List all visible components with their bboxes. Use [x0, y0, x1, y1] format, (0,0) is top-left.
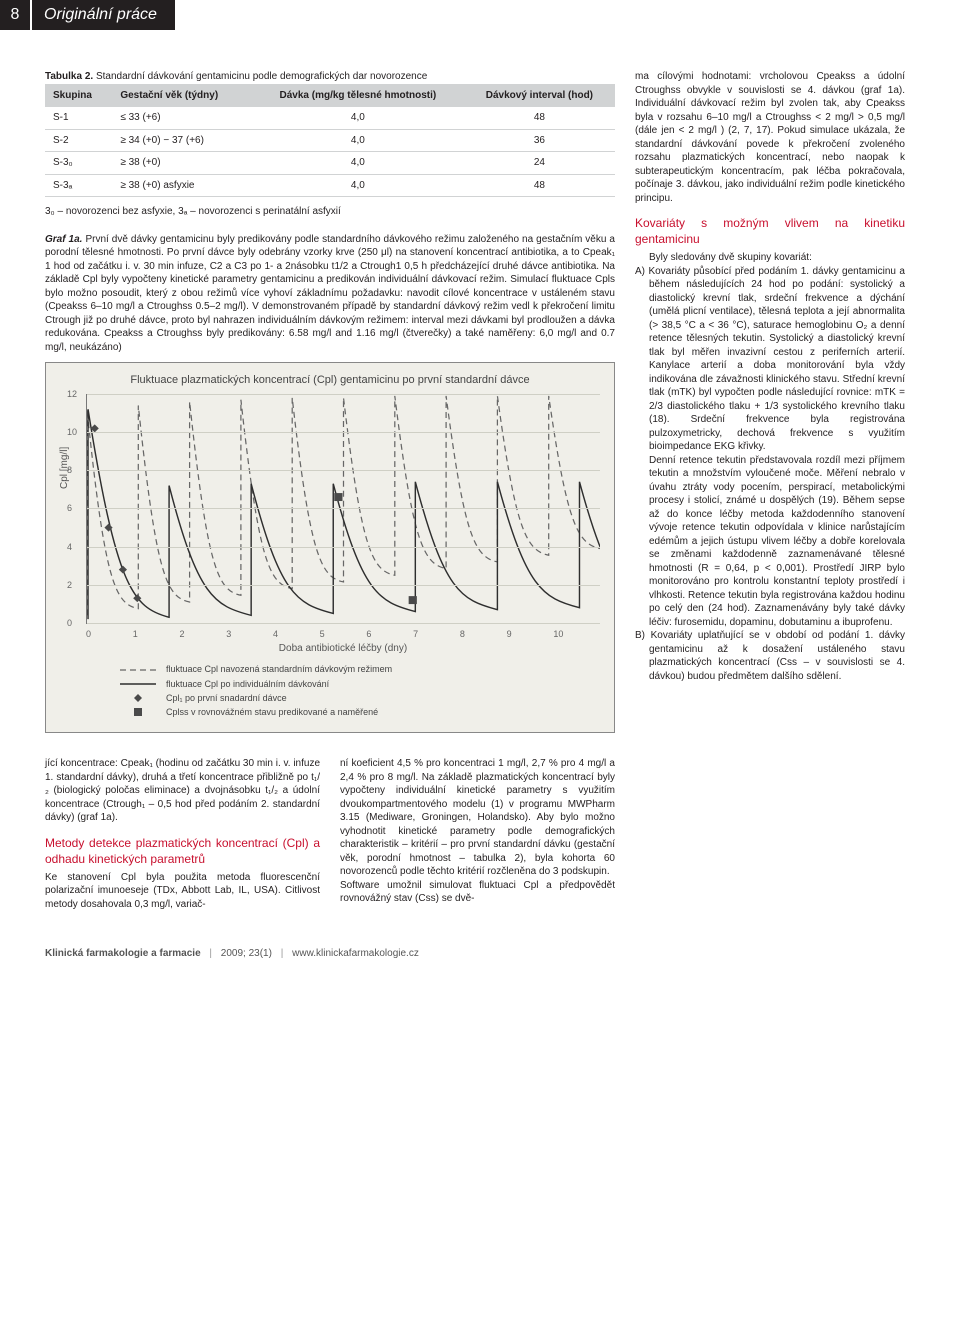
table-caption: Tabulka 2. Standardní dávkování gentamic… — [45, 70, 615, 84]
dosing-table: Skupina Gestační věk (týdny) Dávka (mg/k… — [45, 84, 615, 198]
subhead-methods: Metody detekce plazmatických koncentrací… — [45, 835, 320, 867]
right-li-a: A) Kovariáty působící před podáním 1. dá… — [635, 265, 905, 454]
col-group: Skupina — [45, 84, 112, 108]
left-column: Tabulka 2. Standardní dávkování gentamic… — [45, 70, 615, 911]
right-p1: ma cílovými hodnotami: vrcholovou Cpeaks… — [635, 70, 905, 205]
body-p2: Ke stanovení Cpl byla použita metoda flu… — [45, 871, 320, 912]
table-footnote: 3₀ – novorozenci bez asfyxie, 3ₐ – novor… — [45, 205, 615, 219]
right-li-b: B) Kovariáty uplatňující se v období od … — [635, 629, 905, 683]
graf-caption: Graf 1a. První dvě dávky gentamicinu byl… — [45, 233, 615, 355]
right-column: ma cílovými hodnotami: vrcholovou Cpeaks… — [635, 70, 905, 911]
right-p2: Byly sledovány dvě skupiny kovariát: — [635, 251, 905, 265]
page-footer: Klinická farmakologie a farmacie | 2009;… — [0, 941, 960, 967]
section-name: Originální práce — [32, 0, 175, 30]
subhead-covariates: Kovariáty s možným vlivem na kinetiku ge… — [635, 215, 905, 247]
legend-row: fluktuace Cpl po individuálním dávkování — [120, 678, 600, 690]
graf-label: Graf 1a. — [45, 234, 85, 245]
col-interval: Dávkový interval (hod) — [464, 84, 615, 108]
chart-xaxis: 012345678910 — [86, 628, 600, 640]
legend-row: Cpl₁ po první snadardní dávce — [120, 692, 600, 704]
legend-row: fluktuace Cpl navozená standardním dávko… — [120, 663, 600, 675]
chart-plot: 024681012 — [86, 394, 600, 624]
graf-caption-text: První dvě dávky gentamicinu byly prediko… — [45, 234, 615, 353]
table-row: S-1≤ 33 (+6)4,048 — [45, 107, 615, 129]
right-li-a2: Denní retence tekutin představovala rozd… — [635, 454, 905, 630]
table-row: S-3₀≥ 38 (+0)4,024 — [45, 152, 615, 175]
col-dose: Dávka (mg/kg tělesné hmotnosti) — [252, 84, 464, 108]
col-gestational: Gestační věk (týdny) — [112, 84, 252, 108]
chart-title: Fluktuace plazmatických koncentrací (Cpl… — [60, 373, 600, 388]
chart-container: Fluktuace plazmatických koncentrací (Cpl… — [45, 362, 615, 733]
footer-issue: 2009; 23(1) — [221, 948, 272, 959]
legend-row: Cplss v rovnovážném stavu predikované a … — [120, 706, 600, 718]
body-text-left: jící koncentrace: Cpeak₁ (hodinu od začá… — [45, 757, 615, 911]
page-header: 8 Originální práce — [0, 0, 960, 30]
table-label: Tabulka 2. — [45, 71, 96, 82]
body-p1: jící koncentrace: Cpeak₁ (hodinu od začá… — [45, 757, 320, 825]
chart-legend: fluktuace Cpl navozená standardním dávko… — [120, 663, 600, 718]
chart-xlabel: Doba antibiotické léčby (dny) — [86, 642, 600, 656]
footer-url: www.klinickafarmakologie.cz — [292, 948, 419, 959]
table-row: S-3ₐ≥ 38 (+0) asfyxie4,048 — [45, 174, 615, 197]
table-row: S-2≥ 34 (+0) − 37 (+6)4,036 — [45, 129, 615, 152]
body-p4: Software umožnil simulovat fluktuaci Cpl… — [340, 879, 615, 906]
body-p3: ní koeficient 4,5 % pro koncentraci 1 mg… — [340, 757, 615, 879]
page-number: 8 — [0, 0, 30, 30]
table-title-text: Standardní dávkování gentamicinu podle d… — [96, 71, 427, 82]
footer-journal: Klinická farmakologie a farmacie — [45, 948, 201, 959]
